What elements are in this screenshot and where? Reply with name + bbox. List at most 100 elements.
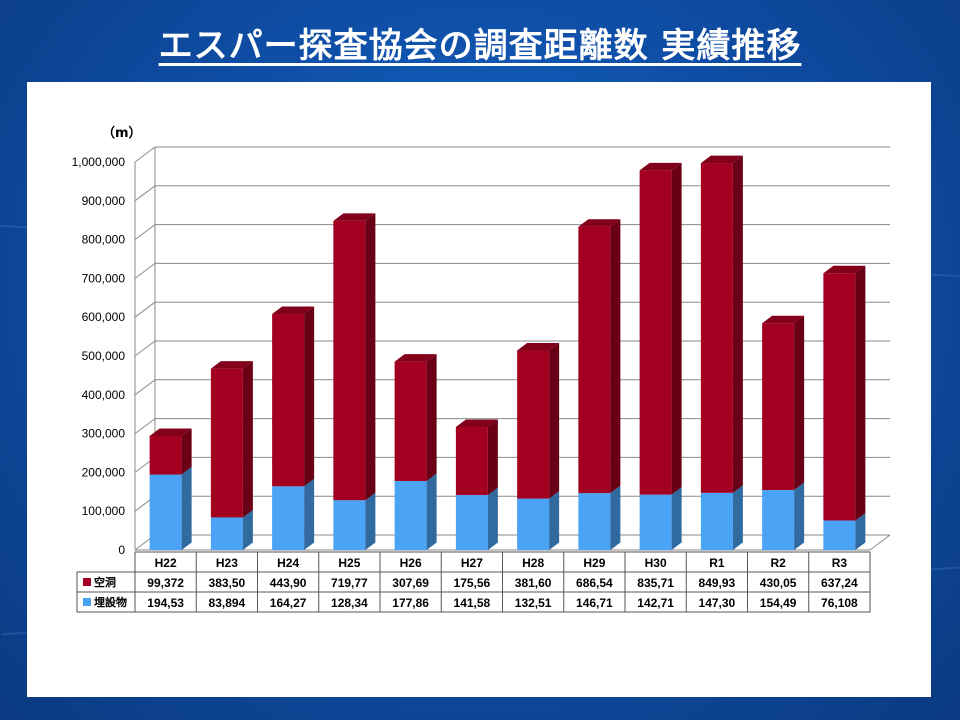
bar-segment-cavity	[149, 435, 182, 475]
x-category-label: H23	[216, 556, 238, 570]
legend-label: 埋設物	[94, 595, 127, 609]
table-cell-value: 141,58	[454, 596, 491, 610]
bar-segment-cavity-top	[823, 265, 866, 274]
bar-segment-buried-side	[365, 492, 376, 550]
gridline-depth	[134, 185, 156, 202]
gridline-depth	[134, 418, 156, 435]
bar-segment-cavity-top	[455, 419, 498, 427]
bar-segment-cavity-side	[732, 155, 743, 493]
x-category-label: H29	[583, 556, 605, 570]
bar-segment-cavity-top	[639, 162, 682, 171]
table-cell-value: 175,56	[454, 576, 491, 590]
y-tick-label: 100,000	[82, 504, 126, 518]
gridline-depth	[134, 146, 156, 163]
bar-segment-cavity-top	[578, 219, 621, 227]
bar-segment-buried	[823, 520, 856, 550]
x-category-label: H28	[522, 556, 544, 570]
bar-segment-cavity	[394, 361, 427, 481]
gridline-depth	[134, 301, 156, 318]
bar-segment-cavity-side	[487, 419, 498, 496]
bar-segment-cavity-top	[210, 361, 253, 369]
table-cell-value: 835,71	[637, 576, 674, 590]
bar-segment-cavity-top	[272, 306, 315, 315]
bar-segment-buried-side	[794, 482, 805, 550]
bar-segment-buried-side	[549, 491, 560, 550]
table-cell-value: 719,77	[331, 576, 368, 590]
slide-title: エスパー探査協会の調査距離数 実績推移	[158, 26, 802, 66]
bar-segment-cavity-side	[610, 219, 621, 494]
bar-segment-cavity-side	[426, 354, 437, 481]
y-tick-label: 400,000	[82, 388, 126, 402]
bar-segment-cavity-top	[517, 343, 560, 351]
bar-segment-buried	[272, 486, 305, 550]
bar-segment-cavity	[762, 323, 795, 491]
table-cell-value: 177,86	[392, 596, 429, 610]
gridline-depth	[134, 262, 156, 279]
bar-segment-buried	[394, 480, 427, 550]
bar-segment-buried-side	[181, 467, 192, 550]
y-tick-label: 200,000	[82, 465, 126, 479]
x-category-label: H24	[277, 556, 299, 570]
bar-segment-cavity-side	[181, 428, 192, 475]
bar-segment-cavity-side	[794, 315, 805, 491]
table-cell-value: 686,54	[576, 576, 613, 590]
x-category-label: H26	[400, 556, 422, 570]
y-tick-label: 1,000,000	[72, 155, 126, 169]
table-cell-value: 307,69	[392, 576, 429, 590]
bar-segment-buried	[149, 474, 182, 550]
bar-segment-buried-side	[242, 509, 253, 550]
bar-segment-cavity-side	[242, 361, 253, 518]
bar-segment-buried	[578, 493, 611, 550]
bar-segment-buried	[455, 495, 488, 550]
y-tick-label: 700,000	[82, 271, 126, 285]
floor-edge	[869, 534, 891, 551]
bar-segment-cavity-top	[394, 354, 437, 362]
table-cell-value: 443,90	[270, 576, 307, 590]
table-cell-value: 132,51	[515, 596, 552, 610]
bar-segment-cavity-top	[700, 155, 743, 164]
bar-segment-buried	[210, 517, 243, 550]
gridline-depth	[134, 379, 156, 396]
bar-segment-cavity	[272, 314, 305, 487]
y-unit-label: （m）	[102, 125, 142, 141]
bar-segment-cavity	[639, 170, 672, 495]
y-tick-label: 0	[118, 543, 125, 557]
legend-swatch	[83, 598, 91, 606]
legend-swatch	[83, 578, 91, 586]
x-category-label: H25	[338, 556, 360, 570]
bar-segment-buried-side	[304, 478, 315, 550]
table-cell-value: 381,60	[515, 576, 552, 590]
y-tick-label: 300,000	[82, 427, 126, 441]
table-cell-value: 76,108	[821, 596, 858, 610]
table-cell-value: 128,34	[331, 596, 368, 610]
x-category-label: R3	[832, 556, 848, 570]
chart-panel: （m） 0 100,000 200,000 300,000 400,000 500,000 6…	[27, 82, 931, 697]
bar-segment-buried	[333, 500, 366, 550]
bar-segment-cavity-top	[333, 213, 376, 221]
legend-label: 空洞	[94, 575, 116, 589]
bar-segment-cavity	[517, 350, 550, 499]
bar-segment-buried-side	[732, 485, 743, 550]
bar-segment-cavity-top	[762, 315, 805, 324]
x-category-label: H30	[645, 556, 667, 570]
y-tick-label: 500,000	[82, 349, 126, 363]
gridline-depth	[134, 340, 156, 357]
table-cell-value: 83,894	[209, 596, 246, 610]
bar-segment-buried	[517, 498, 550, 550]
bar-segment-cavity-top	[149, 428, 192, 436]
bar-segment-buried-side	[487, 487, 498, 550]
bar-segment-buried-side	[426, 473, 437, 550]
table-cell-value: 637,24	[821, 576, 858, 590]
table-cell-value: 383,50	[209, 576, 246, 590]
bar-segment-cavity	[210, 368, 243, 518]
x-category-label: R2	[770, 556, 786, 570]
gridline-depth	[134, 224, 156, 241]
bar-segment-cavity-side	[855, 265, 866, 521]
bar-segment-cavity-side	[365, 213, 376, 501]
bar-segment-cavity-side	[304, 306, 315, 487]
x-category-label: H27	[461, 556, 483, 570]
bar-segment-buried-side	[610, 485, 621, 550]
bar-segment-buried	[762, 490, 795, 550]
table-cell-value: 154,49	[760, 596, 797, 610]
bar-segment-cavity	[578, 226, 611, 494]
